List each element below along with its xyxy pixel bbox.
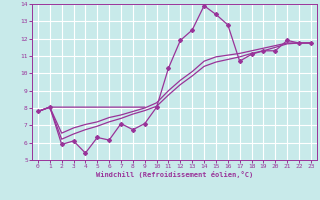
X-axis label: Windchill (Refroidissement éolien,°C): Windchill (Refroidissement éolien,°C) [96,171,253,178]
